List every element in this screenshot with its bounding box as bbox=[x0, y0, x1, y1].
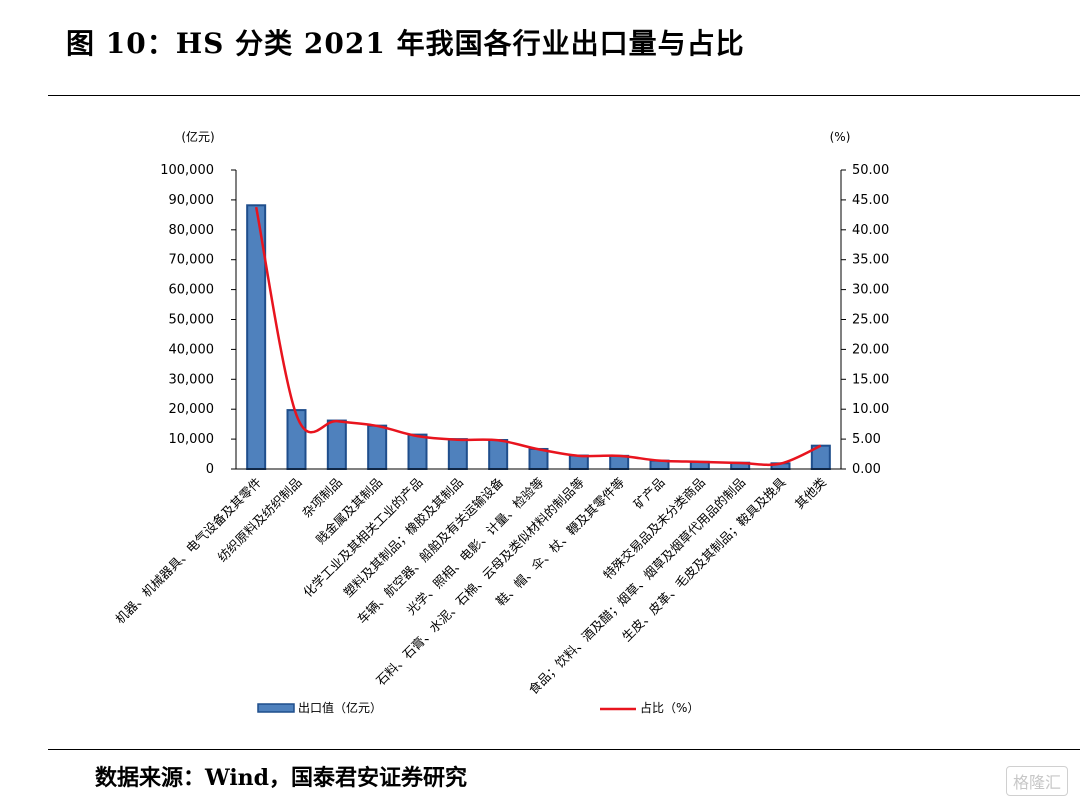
bar bbox=[286, 409, 307, 470]
right-tick-label: 30.00 bbox=[852, 283, 889, 298]
left-tick-label: 100,000 bbox=[160, 163, 214, 178]
chart: (亿元) (%) 0 10,000 20,000 30,000 40,000 50,000… bbox=[112, 129, 889, 715]
left-tick-label: 90,000 bbox=[169, 193, 215, 208]
right-tick-label: 45.00 bbox=[852, 193, 889, 208]
source-note: 数据来源：Wind，国泰君安证券研究 bbox=[95, 765, 468, 791]
x-tick-label: 机器、机械器具、电气设备及其零件 bbox=[112, 475, 264, 627]
bar bbox=[528, 447, 549, 471]
watermark: 格隆汇 bbox=[1005, 766, 1068, 796]
left-tick-label: 50,000 bbox=[169, 313, 215, 328]
right-tick-label: 15.00 bbox=[852, 372, 889, 387]
legend: 出口值（亿元） 占比（%） bbox=[257, 700, 699, 715]
bottom-divider bbox=[48, 749, 1080, 750]
right-tick-label: 35.00 bbox=[852, 253, 889, 268]
left-tick-label: 70,000 bbox=[169, 253, 215, 268]
legend-bar-swatch bbox=[257, 703, 295, 713]
left-tick-label: 30,000 bbox=[169, 372, 215, 387]
right-unit-label: (%) bbox=[830, 130, 851, 144]
left-tick-label: 80,000 bbox=[169, 223, 215, 238]
figure-title: 图 10：HS 分类 2021 年我国各行业出口量与占比 bbox=[66, 27, 745, 60]
bar bbox=[407, 433, 428, 470]
bar bbox=[568, 454, 589, 471]
share-line bbox=[254, 206, 822, 467]
left-tick-label: 0 bbox=[206, 462, 214, 477]
legend-line-label: 占比（%） bbox=[640, 700, 699, 715]
bar bbox=[367, 424, 388, 470]
x-tick-label: 车辆、航空器、船舶及有关运输设备 bbox=[354, 474, 506, 626]
right-tick-label: 0.00 bbox=[852, 462, 881, 477]
x-tick-label: 其他类 bbox=[792, 474, 829, 511]
left-tick-label: 60,000 bbox=[169, 283, 215, 298]
x-tick-label: 矿产品 bbox=[630, 475, 667, 512]
right-tick-label: 50.00 bbox=[852, 163, 889, 178]
bar bbox=[609, 454, 630, 470]
right-tick-label: 25.00 bbox=[852, 313, 889, 328]
right-tick-label: 20.00 bbox=[852, 342, 889, 357]
right-tick-label: 40.00 bbox=[852, 223, 889, 238]
bar bbox=[326, 419, 347, 471]
bar bbox=[447, 438, 468, 471]
left-tick-label: 10,000 bbox=[169, 432, 215, 447]
left-tick-label: 40,000 bbox=[169, 342, 215, 357]
bar bbox=[488, 438, 509, 471]
right-tick-label: 5.00 bbox=[852, 432, 881, 447]
left-tick-label: 20,000 bbox=[169, 402, 215, 417]
left-unit-label: (亿元) bbox=[181, 129, 214, 144]
legend-bar-label: 出口值（亿元） bbox=[298, 700, 382, 715]
top-divider bbox=[48, 95, 1080, 96]
right-tick-label: 10.00 bbox=[852, 402, 889, 417]
